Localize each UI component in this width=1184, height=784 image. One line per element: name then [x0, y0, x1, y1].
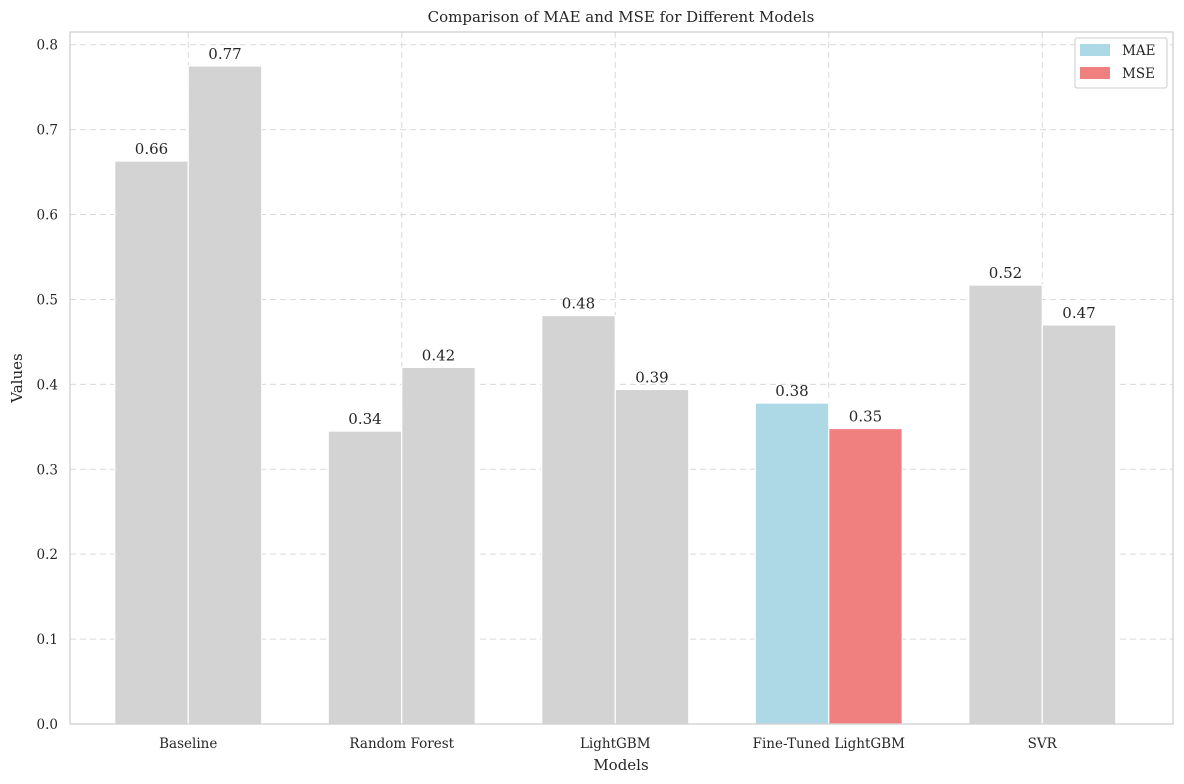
- bar-mae: [541, 314, 616, 725]
- value-label-mae: 0.52: [989, 264, 1022, 282]
- bar-mse: [614, 388, 690, 725]
- legend-label-mae: MAE: [1122, 43, 1155, 59]
- value-label-mae: 0.34: [348, 410, 381, 428]
- legend-label-mse: MSE: [1122, 66, 1155, 82]
- bar-mse: [828, 427, 903, 725]
- x-tick-label: Baseline: [159, 736, 217, 752]
- value-label-mse: 0.39: [635, 368, 668, 386]
- y-tick-label: 0.4: [37, 377, 58, 393]
- x-tick-label: Random Forest: [349, 736, 454, 752]
- x-tick-label: Fine-Tuned LightGBM: [753, 736, 906, 752]
- y-axis-label: Values: [8, 353, 26, 403]
- value-label-mae: 0.48: [562, 295, 595, 313]
- bar-mae: [754, 402, 830, 725]
- y-tick-label: 0.3: [37, 462, 58, 478]
- x-tick-label: LightGBM: [580, 736, 651, 752]
- bar-mae: [968, 284, 1043, 725]
- value-label-mae: 0.38: [775, 382, 808, 400]
- y-tick-label: 0.1: [37, 632, 58, 648]
- bar-mse: [1041, 324, 1117, 725]
- y-axis-ticks: 0.0 0.1 0.2 0.3 0.4 0.5 0.6 0.7 0.8: [37, 38, 58, 733]
- legend-swatch-mae: [1080, 44, 1110, 56]
- y-tick-label: 0.0: [37, 717, 58, 733]
- chart-title: Comparison of MAE and MSE for Different …: [428, 8, 815, 26]
- plot-frame: [69, 31, 1174, 725]
- value-label-mse: 0.35: [849, 408, 882, 426]
- x-axis-label: Models: [593, 756, 648, 774]
- value-label-mae: 0.66: [135, 140, 168, 158]
- x-axis-ticks: Baseline Random Forest LightGBM Fine-Tuned …: [159, 736, 1058, 752]
- y-tick-label: 0.6: [37, 208, 58, 224]
- bar-mse: [187, 65, 263, 725]
- bars: [114, 65, 1117, 725]
- x-tick-label: SVR: [1028, 736, 1058, 752]
- bar-mae: [114, 160, 189, 725]
- value-label-mse: 0.47: [1062, 304, 1095, 322]
- value-label-mse: 0.77: [208, 45, 241, 63]
- y-tick-label: 0.7: [37, 123, 58, 139]
- legend: MAE MSE: [1074, 37, 1168, 89]
- legend-swatch-mse: [1080, 67, 1110, 79]
- y-tick-label: 0.2: [37, 547, 58, 563]
- bar-mae: [327, 430, 403, 725]
- y-tick-label: 0.8: [37, 38, 58, 54]
- value-labels: 0.66 0.77 0.34 0.42 0.48 0.39 0.38 0.35 0.52 0.47: [135, 45, 1096, 428]
- value-label-mse: 0.42: [422, 346, 455, 364]
- bar-mse: [401, 366, 476, 725]
- y-tick-label: 0.5: [37, 292, 58, 308]
